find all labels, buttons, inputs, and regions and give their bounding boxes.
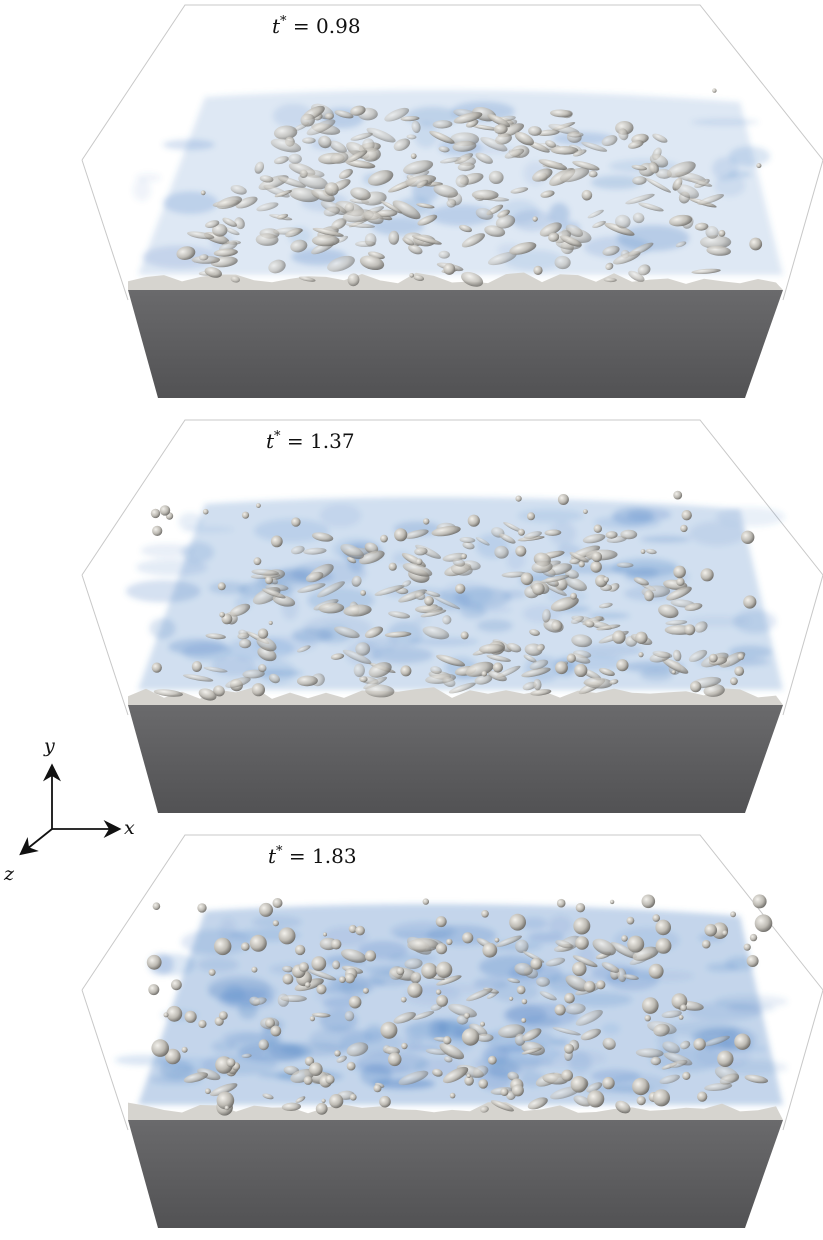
liquid-surface	[128, 103, 783, 290]
x-axis-label: x	[124, 817, 135, 839]
time-value: = 1.37	[286, 429, 355, 453]
simulation-panel-1: t* = 0.98	[0, 0, 823, 410]
time-value: = 0.98	[292, 14, 361, 38]
time-symbol: t	[266, 429, 275, 453]
panel-render-2	[81, 419, 823, 813]
droplets	[150, 490, 757, 697]
y-axis-label: y	[44, 735, 55, 757]
simulation-panel-3: t* = 1.83	[0, 830, 823, 1240]
liquid-base	[128, 705, 783, 813]
time-symbol: t	[272, 14, 281, 38]
simulation-panel-2: t* = 1.37	[0, 415, 823, 825]
droplets	[146, 894, 773, 1116]
bounding-box	[81, 4, 823, 301]
droplets	[200, 88, 763, 278]
liquid-base	[128, 290, 783, 398]
z-axis-arrow	[19, 828, 53, 856]
time-label-1: t* = 0.98	[272, 14, 361, 38]
liquid-surface	[128, 935, 783, 1120]
coordinate-axes: y x z	[0, 735, 160, 895]
panel-render-3	[81, 834, 823, 1228]
z-axis-label: z	[4, 863, 15, 885]
bounding-box	[81, 834, 823, 1131]
panel-render-1	[81, 4, 823, 398]
axes-arrows	[19, 763, 122, 856]
time-superscript: *	[280, 14, 287, 29]
time-symbol: t	[268, 844, 277, 868]
time-superscript: *	[274, 429, 281, 444]
time-label-3: t* = 1.83	[268, 844, 357, 868]
time-label-2: t* = 1.37	[266, 429, 355, 453]
bounding-box	[81, 419, 823, 716]
liquid-base	[128, 1120, 783, 1228]
time-superscript: *	[276, 844, 283, 859]
time-value: = 1.83	[288, 844, 357, 868]
